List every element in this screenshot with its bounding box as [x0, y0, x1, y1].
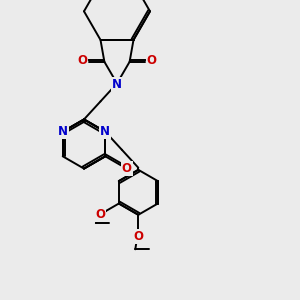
Text: O: O: [133, 230, 143, 243]
Text: N: N: [58, 125, 68, 138]
Text: N: N: [112, 78, 122, 92]
Text: O: O: [122, 162, 132, 175]
Text: N: N: [100, 125, 110, 138]
Text: O: O: [77, 54, 87, 67]
Text: O: O: [95, 208, 105, 221]
Text: O: O: [147, 54, 157, 67]
